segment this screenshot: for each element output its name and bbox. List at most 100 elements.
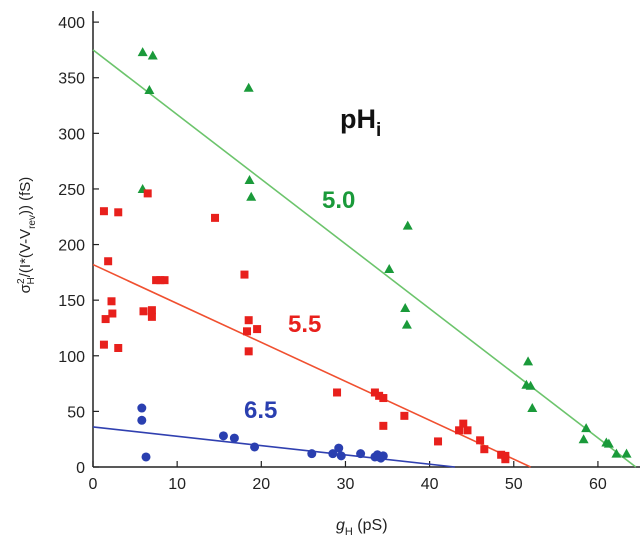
- x-label-sub: H: [345, 526, 353, 538]
- point: [527, 403, 538, 413]
- point: [250, 442, 260, 452]
- y-tick-label: 300: [58, 126, 85, 143]
- point: [455, 426, 464, 435]
- point: [375, 391, 384, 400]
- point: [336, 451, 346, 461]
- point: [379, 421, 388, 430]
- point: [147, 50, 158, 60]
- point: [459, 419, 468, 428]
- x-label-rest: (pS): [353, 517, 388, 534]
- y-axis-title: σ2H/(I*(V-Vrev)) (fS): [16, 177, 38, 294]
- point: [581, 423, 592, 433]
- y-tick-label: 50: [67, 404, 85, 421]
- annotation: pHi: [340, 104, 381, 141]
- x-tick-label: 50: [505, 476, 523, 493]
- y-label-sub: H: [26, 277, 37, 284]
- point: [147, 306, 156, 315]
- y-label-sub2: rev: [27, 215, 38, 229]
- point: [379, 394, 388, 403]
- fit-line: [92, 263, 531, 468]
- point: [501, 455, 510, 464]
- point: [497, 450, 506, 459]
- point: [218, 431, 228, 441]
- point: [480, 445, 489, 454]
- y-label-a: σ: [17, 283, 34, 293]
- point: [108, 309, 117, 318]
- y-tick-label: 350: [58, 71, 85, 88]
- point: [137, 415, 147, 425]
- point: [370, 388, 379, 397]
- x-label-main: g: [336, 517, 345, 534]
- point: [463, 426, 472, 435]
- point: [334, 443, 344, 453]
- point: [402, 220, 413, 230]
- y-tick-label: 100: [58, 349, 85, 366]
- point: [141, 452, 151, 462]
- point: [104, 257, 113, 266]
- point: [333, 388, 342, 397]
- point: [401, 319, 412, 329]
- point: [523, 356, 534, 366]
- point: [229, 433, 239, 443]
- point: [253, 325, 262, 334]
- series-label: 5.5: [288, 311, 321, 338]
- annotation-main: pH: [340, 104, 376, 134]
- point: [476, 436, 485, 445]
- x-tick-label: 10: [168, 476, 186, 493]
- y-tick-label: 400: [58, 15, 85, 32]
- point: [603, 438, 614, 448]
- point: [328, 449, 338, 459]
- x-tick-label: 40: [421, 476, 439, 493]
- point: [143, 189, 152, 198]
- y-tick-label: 0: [76, 460, 85, 477]
- y-tick-label: 200: [58, 238, 85, 255]
- point: [400, 302, 411, 312]
- series-label: 6.5: [244, 397, 277, 424]
- x-tick-label: 60: [589, 476, 607, 493]
- point: [244, 316, 253, 325]
- point: [243, 82, 254, 92]
- point: [244, 175, 255, 185]
- point: [211, 213, 220, 222]
- point: [101, 315, 110, 324]
- point: [160, 276, 169, 285]
- point: [578, 434, 589, 444]
- point: [107, 297, 116, 306]
- x-axis-title: gH (pS): [336, 517, 388, 538]
- point: [137, 403, 147, 413]
- point: [244, 347, 253, 356]
- point: [243, 327, 252, 336]
- point: [621, 448, 632, 458]
- point: [384, 264, 395, 274]
- y-label-c: )) (fS): [17, 177, 34, 215]
- x-tick-label: 20: [252, 476, 270, 493]
- x-tick-label: 0: [89, 476, 98, 493]
- point: [307, 449, 317, 459]
- point: [152, 276, 161, 285]
- point: [240, 270, 249, 279]
- point: [99, 340, 108, 349]
- point: [434, 437, 443, 446]
- fit-line: [92, 49, 637, 468]
- annotation-sub: i: [376, 120, 381, 141]
- point: [611, 448, 622, 458]
- point: [114, 343, 123, 352]
- point: [144, 84, 155, 94]
- fit-line: [92, 426, 455, 468]
- y-label-b: /(I*(V-V: [17, 229, 34, 277]
- point: [400, 411, 409, 420]
- y-tick-label: 250: [58, 182, 85, 199]
- point: [139, 307, 148, 316]
- point: [378, 451, 388, 461]
- point: [525, 380, 536, 390]
- series-label: 5.0: [322, 187, 355, 214]
- x-tick-label: 30: [337, 476, 355, 493]
- y-tick-label: 150: [58, 293, 85, 310]
- point: [137, 47, 148, 57]
- y-label-sup: 2: [16, 278, 27, 284]
- point: [356, 449, 366, 459]
- point: [156, 276, 165, 285]
- point: [246, 191, 257, 201]
